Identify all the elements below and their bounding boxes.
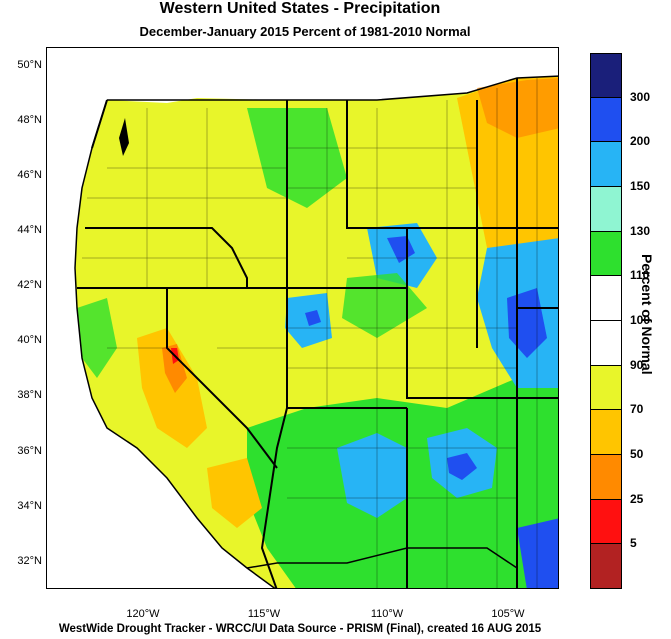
lat-label: 38°N <box>17 389 42 401</box>
region-arizona-wet <box>337 433 407 518</box>
region-nm-very-wet <box>447 453 477 480</box>
lat-label: 46°N <box>17 169 42 181</box>
legend-tick-label: 25 <box>630 491 644 506</box>
map-canvas <box>47 48 558 588</box>
coastline <box>74 99 276 588</box>
canada-border <box>107 75 558 101</box>
legend-bin <box>590 142 622 187</box>
lon-label: 105°W <box>491 608 525 620</box>
credit-footer: WestWide Drought Tracker - WRCC/UI Data … <box>58 623 542 635</box>
color-legend <box>590 53 622 589</box>
region-socal-dry <box>207 458 262 528</box>
region-colorado <box>342 273 427 338</box>
lat-label: 40°N <box>17 334 42 346</box>
legend-tick-label: 70 <box>630 402 644 417</box>
lon-label: 110°W <box>370 608 404 620</box>
lat-label: 36°N <box>17 445 42 457</box>
region-ca-coast <box>77 298 117 378</box>
great-salt-lake <box>305 310 321 326</box>
legend-tick-label: 90 <box>630 357 644 372</box>
legend-bin <box>590 276 622 321</box>
legend-tick-label: 300 <box>630 89 651 104</box>
legend-bin <box>590 454 622 500</box>
lat-label: 34°N <box>17 500 42 512</box>
lat-label: 42°N <box>17 279 42 291</box>
legend-bin <box>590 53 622 98</box>
legend-bin <box>590 365 622 411</box>
legend-tick-label: 130 <box>630 223 651 238</box>
legend-bin <box>590 97 622 143</box>
map-subtitle: December-January 2015 Percent of 1981-20… <box>139 24 471 39</box>
region-sierra-dry <box>137 328 207 448</box>
region-sierra-very-dry <box>162 344 187 393</box>
legend-bin <box>590 320 622 366</box>
lon-label: 120°W <box>126 608 160 620</box>
legend-bin <box>590 231 622 277</box>
county-borders <box>82 78 538 588</box>
lat-label: 50°N <box>17 59 42 71</box>
legend-tick-label: 50 <box>630 447 644 461</box>
legend-bin <box>590 410 622 455</box>
legend-title: Percent of Normal <box>639 254 655 375</box>
legend-tick-label: 110 <box>630 268 650 283</box>
mexico-border <box>246 547 518 569</box>
lat-label: 44°N <box>17 224 42 236</box>
legend-bin <box>590 499 622 545</box>
legend-bin <box>590 186 622 232</box>
lon-label: 115°W <box>247 608 281 620</box>
legend-bin <box>590 544 622 589</box>
legend-tick-label: 150 <box>630 179 651 193</box>
puget-sound <box>119 118 129 156</box>
region-idaho-montana <box>247 108 347 208</box>
precipitation-map <box>46 47 559 589</box>
legend-tick-label: 200 <box>630 134 651 149</box>
map-title: Western United States - Precipitation <box>159 0 441 17</box>
legend-tick-label: 5 <box>630 536 637 551</box>
legend-tick-label: 100 <box>630 313 651 327</box>
lat-label: 48°N <box>17 114 42 126</box>
lat-label: 32°N <box>17 555 42 567</box>
region-texas-wet <box>517 518 558 588</box>
